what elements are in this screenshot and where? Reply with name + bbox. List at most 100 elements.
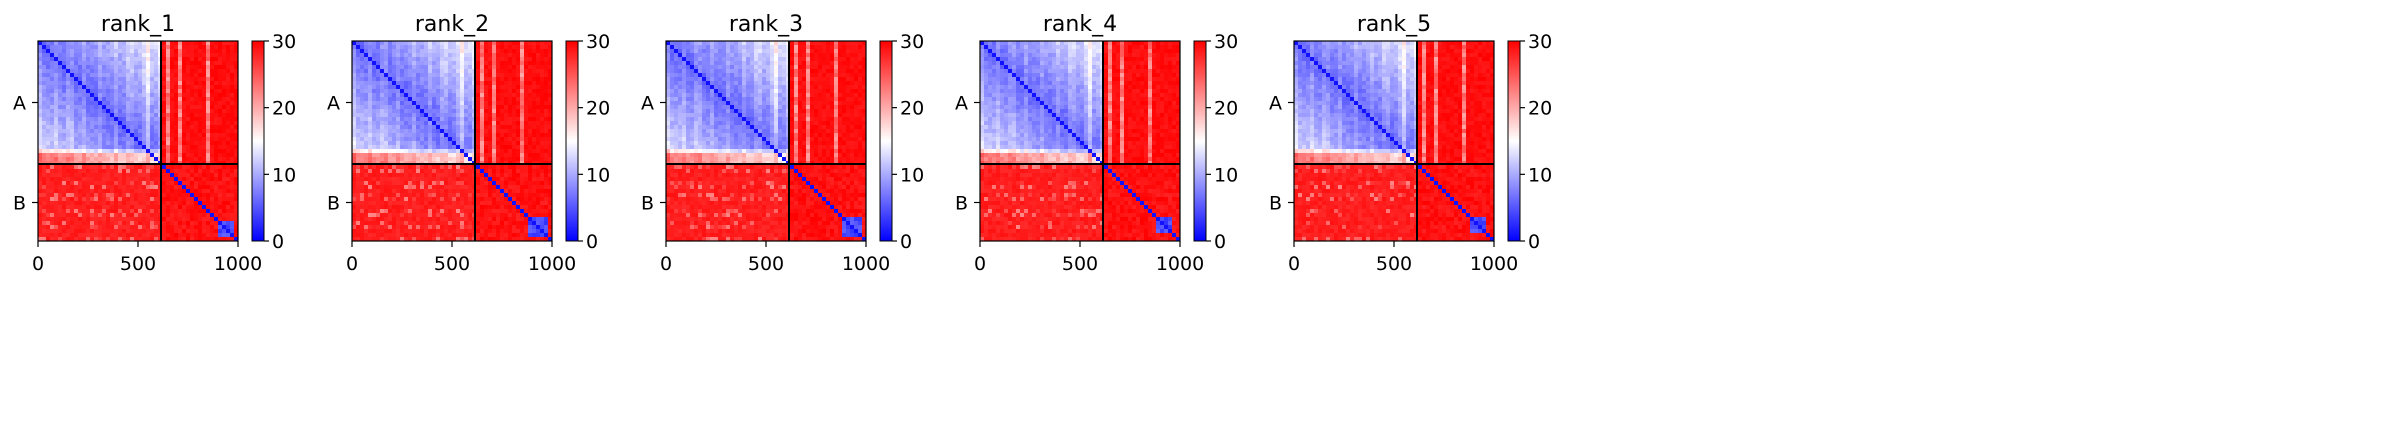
- heatmap-cell: [58, 149, 63, 154]
- heatmap-cell: [356, 73, 361, 78]
- heatmap-cell: [46, 101, 51, 106]
- heatmap-cell: [372, 237, 377, 242]
- heatmap-cell: [150, 61, 155, 66]
- heatmap-cell: [428, 189, 433, 194]
- heatmap-cell: [384, 209, 389, 214]
- heatmap-cell: [376, 149, 381, 154]
- heatmap-cell: [424, 217, 429, 222]
- heatmap-cell: [98, 229, 103, 234]
- heatmap-cell: [98, 81, 103, 86]
- heatmap-cell: [86, 65, 91, 70]
- heatmap-cell: [364, 205, 369, 210]
- heatmap-cell: [170, 121, 175, 126]
- heatmap-cell: [384, 97, 389, 102]
- heatmap-cell: [432, 125, 437, 130]
- heatmap-cell: [416, 233, 421, 238]
- heatmap-cell: [54, 237, 59, 242]
- heatmap-cell: [508, 109, 513, 114]
- heatmap-cell: [460, 177, 465, 182]
- heatmap-cell: [54, 61, 59, 66]
- heatmap-cell: [356, 101, 361, 106]
- heatmap-cell: [440, 157, 445, 162]
- heatmap-cell: [536, 117, 541, 122]
- heatmap-cell: [234, 105, 239, 110]
- heatmap-cell: [230, 109, 235, 114]
- heatmap-cell: [46, 217, 51, 222]
- heatmap-cell: [50, 205, 55, 210]
- heatmap-cell: [388, 229, 393, 234]
- heatmap-cell: [524, 185, 529, 190]
- heatmap-cell: [460, 233, 465, 238]
- heatmap-cell: [396, 209, 401, 214]
- heatmap-cell: [372, 61, 377, 66]
- heatmap-cell: [50, 225, 55, 230]
- heatmap-cell: [58, 177, 63, 182]
- heatmap-cell: [460, 209, 465, 214]
- heatmap-cell: [38, 173, 43, 178]
- heatmap-cell: [78, 49, 83, 54]
- heatmap-cell: [424, 221, 429, 226]
- heatmap-cell: [364, 85, 369, 90]
- heatmap-cell: [388, 105, 393, 110]
- heatmap-cell: [508, 73, 513, 78]
- heatmap-cell: [424, 213, 429, 218]
- heatmap-cell: [428, 153, 433, 158]
- heatmap-cell: [548, 97, 553, 102]
- heatmap-cell: [142, 205, 147, 210]
- heatmap-cell: [162, 181, 167, 186]
- heatmap-cell: [142, 81, 147, 86]
- heatmap-cell: [524, 197, 529, 202]
- heatmap-cell: [138, 105, 143, 110]
- heatmap-cell: [360, 169, 365, 174]
- heatmap-cell: [464, 197, 469, 202]
- heatmap-cell: [166, 225, 171, 230]
- heatmap-cell: [488, 117, 493, 122]
- heatmap-cell: [86, 101, 91, 106]
- heatmap-cell: [460, 197, 465, 202]
- heatmap-cell: [90, 189, 95, 194]
- heatmap-cell: [82, 169, 87, 174]
- heatmap-cell: [178, 57, 183, 62]
- heatmap-cell: [198, 217, 203, 222]
- heatmap-cell: [98, 153, 103, 158]
- heatmap-cell: [118, 213, 123, 218]
- heatmap-cell: [392, 181, 397, 186]
- heatmap-cell: [516, 69, 521, 74]
- heatmap-cell: [46, 233, 51, 238]
- heatmap-cell: [492, 153, 497, 158]
- heatmap-cell: [416, 121, 421, 126]
- heatmap-cell: [94, 217, 99, 222]
- heatmap-cell: [134, 201, 139, 206]
- heatmap-cell: [368, 93, 373, 98]
- heatmap-cell: [396, 61, 401, 66]
- heatmap-cell: [58, 233, 63, 238]
- heatmap-cell: [210, 129, 215, 134]
- heatmap-cell: [102, 105, 107, 110]
- heatmap-cell: [54, 225, 59, 230]
- heatmap-cell: [210, 177, 215, 182]
- heatmap-cell: [432, 113, 437, 118]
- heatmap-cell: [444, 69, 449, 74]
- heatmap-cell: [78, 113, 83, 118]
- heatmap-cell: [512, 105, 517, 110]
- heatmap-cell: [404, 97, 409, 102]
- heatmap-cell: [66, 149, 71, 154]
- heatmap-cell: [54, 205, 59, 210]
- heatmap-cell: [404, 209, 409, 214]
- heatmap-cell: [444, 181, 449, 186]
- heatmap-cell: [492, 229, 497, 234]
- heatmap-cell: [544, 65, 549, 70]
- heatmap-cell: [122, 233, 127, 238]
- heatmap-cell: [484, 53, 489, 58]
- heatmap-cell: [98, 113, 103, 118]
- heatmap-cell: [210, 81, 215, 86]
- heatmap-cell: [528, 165, 533, 170]
- heatmap-cell: [66, 57, 71, 62]
- heatmap-cell: [476, 153, 481, 158]
- heatmap-cell: [464, 125, 469, 130]
- heatmap-cell: [222, 45, 227, 50]
- heatmap-cell: [190, 221, 195, 226]
- heatmap-cell: [508, 93, 513, 98]
- heatmap-cell: [106, 149, 111, 154]
